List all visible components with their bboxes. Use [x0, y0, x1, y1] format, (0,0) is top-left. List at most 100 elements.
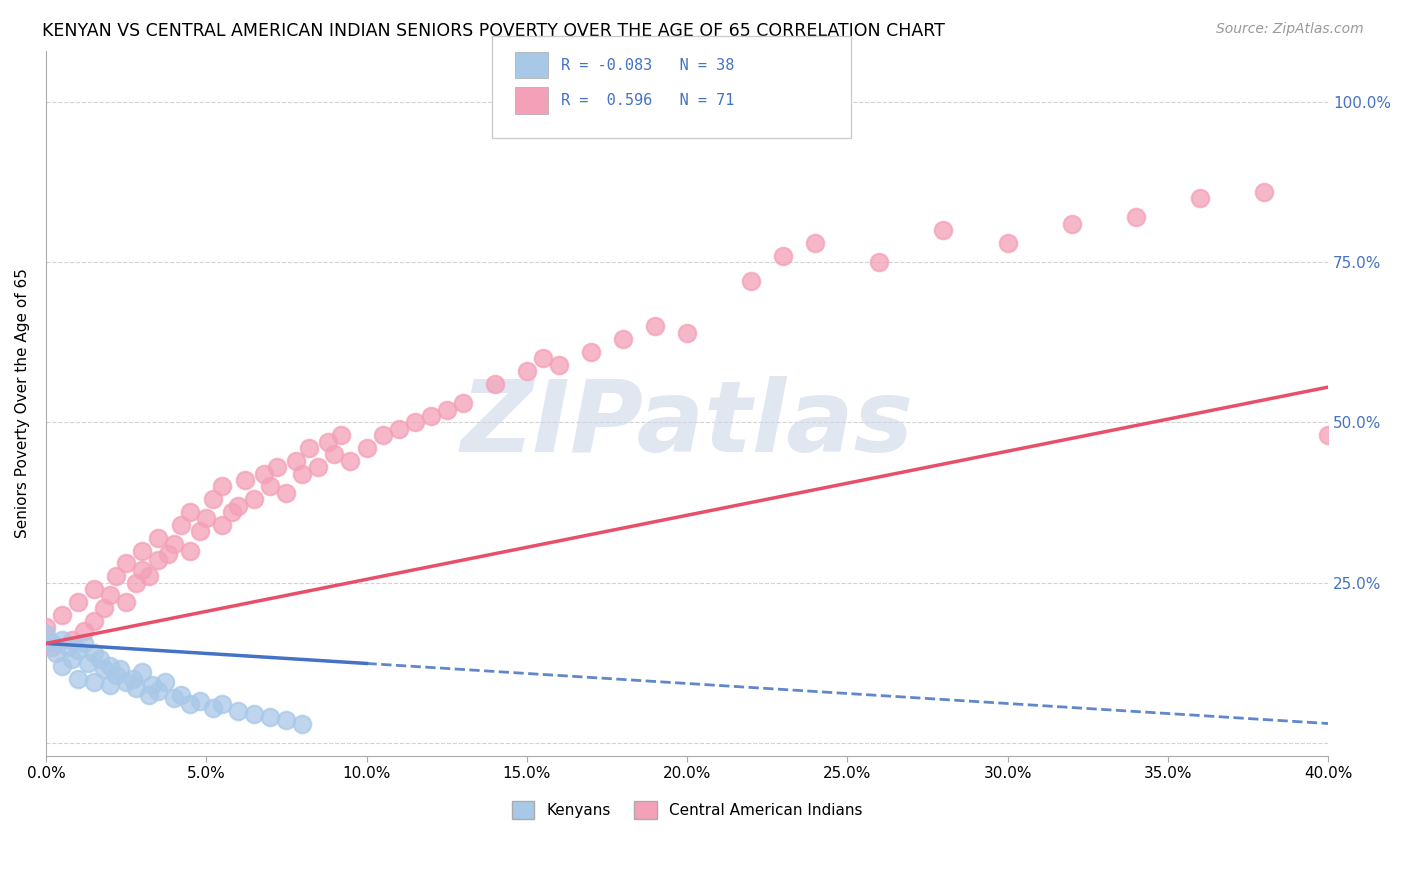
Point	[146, 684, 169, 698]
Point	[772, 249, 794, 263]
Point	[179, 543, 201, 558]
Point	[226, 704, 249, 718]
Point	[259, 710, 281, 724]
Point	[579, 344, 602, 359]
Point	[323, 447, 346, 461]
Point	[105, 569, 128, 583]
Point	[73, 624, 96, 638]
Point	[51, 633, 73, 648]
Point	[41, 636, 63, 650]
Text: R =  0.596   N = 71: R = 0.596 N = 71	[561, 94, 734, 108]
Point	[188, 524, 211, 539]
Point	[105, 668, 128, 682]
Point	[58, 640, 80, 654]
Point	[188, 694, 211, 708]
Point	[307, 460, 329, 475]
Point	[253, 467, 276, 481]
Point	[93, 662, 115, 676]
Point	[1188, 191, 1211, 205]
Point	[291, 716, 314, 731]
Point	[179, 698, 201, 712]
Point	[108, 662, 131, 676]
Point	[868, 255, 890, 269]
Point	[932, 223, 955, 237]
Point	[997, 235, 1019, 250]
Point	[259, 479, 281, 493]
Point	[115, 595, 138, 609]
Point	[115, 557, 138, 571]
Point	[169, 517, 191, 532]
Point	[419, 409, 441, 423]
Point	[83, 674, 105, 689]
Point	[66, 595, 89, 609]
Point	[266, 460, 288, 475]
Point	[644, 319, 666, 334]
Point	[804, 235, 827, 250]
Point	[233, 473, 256, 487]
Point	[35, 627, 58, 641]
Point	[60, 652, 83, 666]
Point	[156, 547, 179, 561]
Point	[387, 422, 409, 436]
Text: ZIPatlas: ZIPatlas	[461, 376, 914, 473]
Point	[98, 658, 121, 673]
Point	[243, 706, 266, 721]
Point	[211, 479, 233, 493]
Point	[125, 681, 148, 696]
Point	[226, 499, 249, 513]
Point	[121, 672, 143, 686]
Point	[371, 428, 394, 442]
Point	[547, 358, 569, 372]
Point	[146, 553, 169, 567]
Point	[35, 620, 58, 634]
Point	[1317, 428, 1340, 442]
Point	[356, 441, 378, 455]
Point	[298, 441, 321, 455]
Point	[60, 633, 83, 648]
Point	[195, 511, 218, 525]
Point	[285, 454, 308, 468]
Y-axis label: Seniors Poverty Over the Age of 65: Seniors Poverty Over the Age of 65	[15, 268, 30, 538]
Point	[66, 643, 89, 657]
Point	[89, 652, 111, 666]
Point	[316, 434, 339, 449]
Point	[676, 326, 699, 340]
Point	[163, 690, 186, 705]
Point	[98, 588, 121, 602]
Point	[131, 665, 153, 680]
Point	[276, 486, 298, 500]
Point	[1060, 217, 1083, 231]
Point	[169, 688, 191, 702]
Point	[201, 492, 224, 507]
Point	[516, 364, 538, 378]
Point	[1125, 211, 1147, 225]
Point	[291, 467, 314, 481]
Point	[76, 656, 98, 670]
Point	[41, 640, 63, 654]
Point	[131, 543, 153, 558]
Point	[146, 531, 169, 545]
Point	[51, 658, 73, 673]
Point	[66, 672, 89, 686]
Text: Source: ZipAtlas.com: Source: ZipAtlas.com	[1216, 22, 1364, 37]
Legend: Kenyans, Central American Indians: Kenyans, Central American Indians	[505, 795, 869, 825]
Point	[179, 505, 201, 519]
Point	[131, 563, 153, 577]
Point	[138, 569, 160, 583]
Point	[221, 505, 243, 519]
Point	[451, 396, 474, 410]
Point	[211, 517, 233, 532]
Point	[329, 428, 352, 442]
Point	[339, 454, 361, 468]
Point	[98, 678, 121, 692]
Point	[93, 601, 115, 615]
Point	[115, 674, 138, 689]
Point	[83, 614, 105, 628]
Point	[612, 332, 634, 346]
Point	[276, 714, 298, 728]
Point	[740, 274, 762, 288]
Point	[404, 415, 426, 429]
Point	[45, 646, 67, 660]
Point	[138, 688, 160, 702]
Point	[436, 402, 458, 417]
